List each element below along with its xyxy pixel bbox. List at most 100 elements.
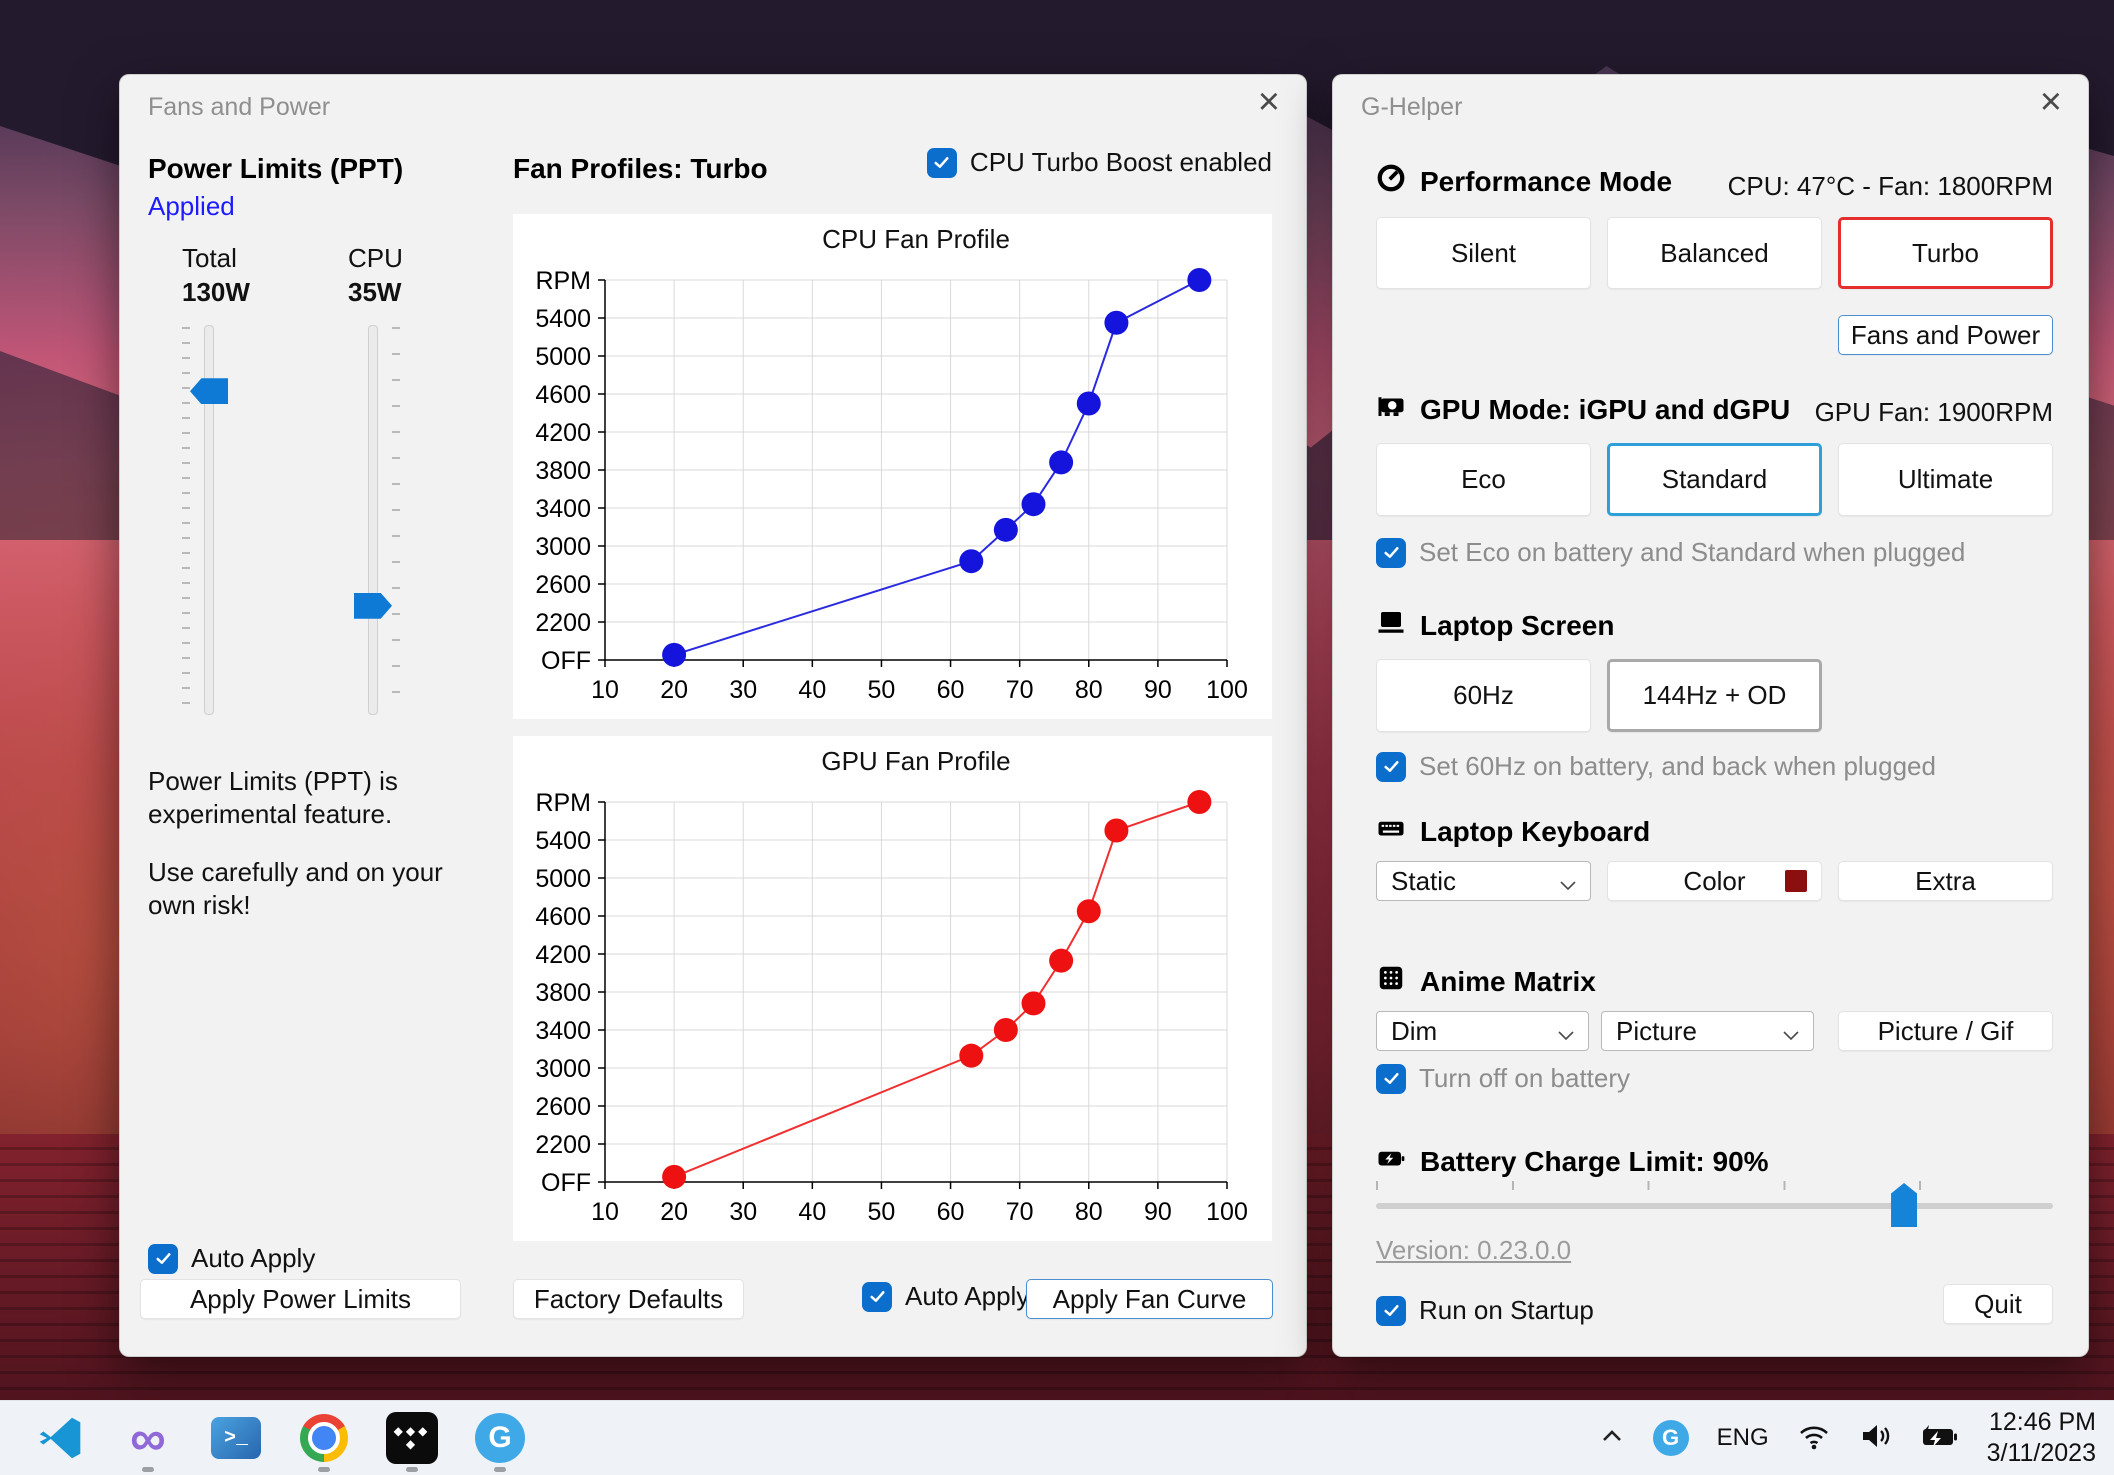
gpu-standard-button[interactable]: Standard: [1607, 443, 1822, 516]
g-helper-tray-icon[interactable]: G: [1652, 1420, 1689, 1456]
screen-144hz-button[interactable]: 144Hz + OD: [1607, 659, 1822, 732]
taskbar-icons: ∞ >_ ◆◆◆ ◆ G: [34, 1401, 526, 1475]
tidal-icon[interactable]: ◆◆◆ ◆: [386, 1412, 438, 1472]
visual-studio-icon[interactable]: ∞: [122, 1412, 174, 1472]
quit-button[interactable]: Quit: [1943, 1284, 2053, 1324]
checkbox-check-icon: [1376, 751, 1406, 782]
tray-chevron-up-icon[interactable]: [1599, 1426, 1625, 1451]
svg-text:90: 90: [1144, 1198, 1172, 1226]
chrome-icon[interactable]: [298, 1412, 350, 1472]
svg-text:RPM: RPM: [535, 789, 591, 817]
keyboard-mode-dropdown[interactable]: Static: [1376, 861, 1591, 901]
checkbox-check-icon: [862, 1281, 892, 1312]
svg-text:30: 30: [729, 1198, 757, 1226]
total-power-slider[interactable]: [204, 325, 214, 715]
run-on-startup-checkbox[interactable]: Run on Startup: [1376, 1295, 1594, 1326]
gpu-ultimate-button[interactable]: Ultimate: [1838, 443, 2053, 516]
svg-text:3000: 3000: [535, 1055, 591, 1083]
svg-text:100: 100: [1206, 676, 1248, 704]
svg-text:3800: 3800: [535, 457, 591, 485]
cpu-watts-value: 35W: [348, 277, 402, 307]
battery-limit-heading: Battery Charge Limit: 90%: [1376, 1143, 1769, 1180]
chevron-down-icon: [1560, 866, 1576, 897]
cpu-power-slider-thumb[interactable]: [354, 592, 392, 619]
laptop-screen-heading: Laptop Screen: [1376, 607, 1614, 644]
gpu-eco-auto-checkbox[interactable]: Set Eco on battery and Standard when plu…: [1376, 537, 1965, 568]
svg-text:70: 70: [1006, 676, 1034, 704]
gpu-fan-curve-chart[interactable]: GPU Fan Profile OFF 2200 2600 3000 3400 3800 42…: [513, 736, 1272, 1241]
clock[interactable]: 12:46 PM 3/11/2023: [1987, 1407, 2096, 1469]
battery-limit-slider-thumb[interactable]: [1891, 1183, 1918, 1227]
anime-mode-dropdown[interactable]: Picture: [1601, 1011, 1814, 1051]
svg-text:70: 70: [1006, 1198, 1034, 1226]
battery-icon: [1376, 1143, 1406, 1180]
close-icon[interactable]: ×: [2039, 81, 2062, 123]
taskbar: ∞ >_ ◆◆◆ ◆ G G ENG: [0, 1400, 2114, 1475]
checkbox-check-icon: [1376, 1295, 1406, 1326]
screen-icon: [1376, 607, 1406, 644]
power-limits-status: Applied: [148, 191, 235, 221]
running-indicator: [406, 1467, 418, 1472]
svg-text:2600: 2600: [535, 1093, 591, 1121]
wifi-icon[interactable]: [1797, 1421, 1831, 1456]
cpu-turbo-boost-checkbox[interactable]: CPU Turbo Boost enabled: [870, 147, 1272, 178]
anime-battery-off-checkbox[interactable]: Turn off on battery: [1376, 1063, 1630, 1094]
window-title[interactable]: G-Helper: [1361, 93, 1463, 121]
checkbox-check-icon: [1376, 1063, 1406, 1094]
svg-text:100: 100: [1206, 1198, 1248, 1226]
svg-text:2200: 2200: [535, 609, 591, 637]
fans-and-power-button[interactable]: Fans and Power: [1838, 315, 2053, 355]
anime-brightness-dropdown[interactable]: Dim: [1376, 1011, 1589, 1051]
running-indicator: [494, 1467, 506, 1472]
screen-60hz-auto-checkbox[interactable]: Set 60Hz on battery, and back when plugg…: [1376, 751, 1936, 782]
cpu-power-slider[interactable]: [368, 325, 378, 715]
window-title[interactable]: Fans and Power: [148, 93, 331, 121]
vscode-icon[interactable]: [34, 1412, 86, 1464]
total-power-slider-thumb[interactable]: [190, 378, 228, 405]
apply-power-limits-button[interactable]: Apply Power Limits: [140, 1279, 461, 1319]
system-tray: G ENG 12:46 PM 3/11/2023: [1599, 1401, 2096, 1475]
performance-mode-heading: Performance Mode: [1376, 163, 1672, 200]
keyboard-extra-button[interactable]: Extra: [1838, 861, 2053, 901]
fan-auto-apply-checkbox[interactable]: Auto Apply: [862, 1281, 1029, 1312]
svg-text:4200: 4200: [535, 941, 591, 969]
chevron-down-icon: [1558, 1016, 1574, 1047]
apply-fan-curve-button[interactable]: Apply Fan Curve: [1026, 1279, 1273, 1319]
power-limits-heading: Power Limits (PPT): [148, 153, 404, 184]
cpu-watts-label: CPU: [348, 243, 403, 273]
language-indicator[interactable]: ENG: [1716, 1424, 1769, 1451]
keyboard-icon: [1376, 813, 1406, 850]
chevron-down-icon: [1783, 1016, 1799, 1047]
screen-60hz-button[interactable]: 60Hz: [1376, 659, 1591, 732]
running-indicator: [142, 1467, 154, 1472]
factory-defaults-button[interactable]: Factory Defaults: [513, 1279, 744, 1319]
cpu-fan-curve-chart[interactable]: CPU Fan Profile OFF 2200 2600 3000 3400 3800 42…: [513, 214, 1272, 719]
volume-icon[interactable]: [1859, 1421, 1893, 1456]
svg-text:5400: 5400: [535, 827, 591, 855]
checkbox-check-icon: [1376, 537, 1406, 568]
turbo-mode-button[interactable]: Turbo: [1838, 217, 2053, 289]
battery-charging-icon[interactable]: [1921, 1422, 1959, 1455]
anime-picture-gif-button[interactable]: Picture / Gif: [1838, 1011, 2053, 1051]
battery-limit-slider[interactable]: [1376, 1203, 2053, 1209]
silent-mode-button[interactable]: Silent: [1376, 217, 1591, 289]
svg-text:20: 20: [660, 1198, 688, 1226]
svg-text:50: 50: [868, 676, 896, 704]
power-auto-apply-checkbox[interactable]: Auto Apply: [148, 1243, 315, 1274]
keyboard-color-button[interactable]: Color: [1607, 861, 1822, 901]
close-icon[interactable]: ×: [1257, 81, 1280, 123]
version-link[interactable]: Version: 0.23.0.0: [1376, 1235, 1572, 1265]
g-helper-taskbar-icon[interactable]: G: [474, 1412, 526, 1472]
gpu-eco-button[interactable]: Eco: [1376, 443, 1591, 516]
powershell-icon[interactable]: >_: [210, 1412, 262, 1464]
cpu-temp-fan-status: CPU: 47°C - Fan: 1800RPM: [1727, 171, 2053, 201]
battery-slider-ticks: [1376, 1181, 2055, 1190]
laptop-keyboard-heading: Laptop Keyboard: [1376, 813, 1650, 850]
experimental-warning-1: Power Limits (PPT) is experimental featu…: [148, 766, 398, 829]
svg-text:5400: 5400: [535, 305, 591, 333]
cpu-slider-ticks: [392, 327, 400, 715]
fans-and-power-window: Fans and Power × Power Limits (PPT) Appl…: [119, 74, 1307, 1357]
balanced-mode-button[interactable]: Balanced: [1607, 217, 1822, 289]
svg-text:60: 60: [937, 1198, 965, 1226]
